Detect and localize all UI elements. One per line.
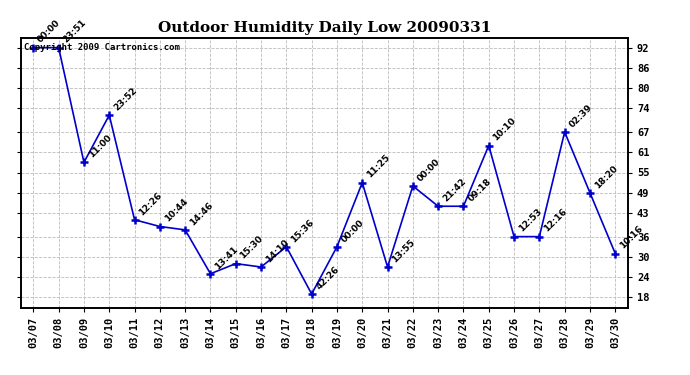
Text: 09:18: 09:18 [466, 177, 493, 204]
Text: 12:26: 12:26 [137, 190, 164, 217]
Text: 42:26: 42:26 [315, 264, 341, 291]
Text: 10:44: 10:44 [163, 197, 189, 224]
Text: 00:00: 00:00 [415, 157, 442, 183]
Text: 15:30: 15:30 [239, 234, 265, 261]
Text: 14:46: 14:46 [188, 200, 215, 227]
Text: 02:39: 02:39 [567, 103, 594, 129]
Text: 12:16: 12:16 [542, 207, 569, 234]
Text: 10:16: 10:16 [618, 224, 644, 251]
Text: 23:52: 23:52 [112, 86, 139, 112]
Text: 13:41: 13:41 [213, 244, 240, 271]
Text: 18:20: 18:20 [593, 164, 619, 190]
Text: 12:53: 12:53 [517, 207, 544, 234]
Text: 14:10: 14:10 [264, 238, 290, 264]
Text: 10:10: 10:10 [491, 116, 518, 143]
Text: 11:25: 11:25 [365, 153, 392, 180]
Text: 00:00: 00:00 [36, 19, 62, 45]
Title: Outdoor Humidity Daily Low 20090331: Outdoor Humidity Daily Low 20090331 [157, 21, 491, 35]
Text: 13:55: 13:55 [391, 238, 417, 264]
Text: Copyright 2009 Cartronics.com: Copyright 2009 Cartronics.com [23, 43, 179, 52]
Text: 15:36: 15:36 [289, 217, 316, 244]
Text: 23:51: 23:51 [61, 18, 88, 45]
Text: 21:42: 21:42 [441, 177, 468, 204]
Text: 00:00: 00:00 [339, 218, 366, 244]
Text: 11:00: 11:00 [87, 133, 113, 160]
